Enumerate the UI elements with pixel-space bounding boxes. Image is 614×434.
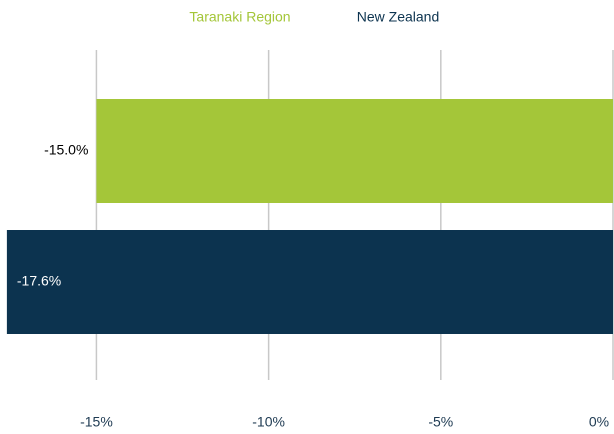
data-label: -17.6% — [17, 273, 61, 289]
x-tick-label: 0% — [589, 414, 609, 430]
x-tick-label: -15% — [80, 414, 113, 430]
legend-entry: Taranaki Region — [189, 9, 290, 25]
legend-entry: New Zealand — [357, 9, 440, 25]
bar — [96, 99, 614, 203]
x-tick-label: -10% — [252, 414, 285, 430]
x-tick-label: -5% — [428, 414, 453, 430]
data-label: -15.0% — [44, 142, 88, 158]
bar — [6, 230, 614, 334]
